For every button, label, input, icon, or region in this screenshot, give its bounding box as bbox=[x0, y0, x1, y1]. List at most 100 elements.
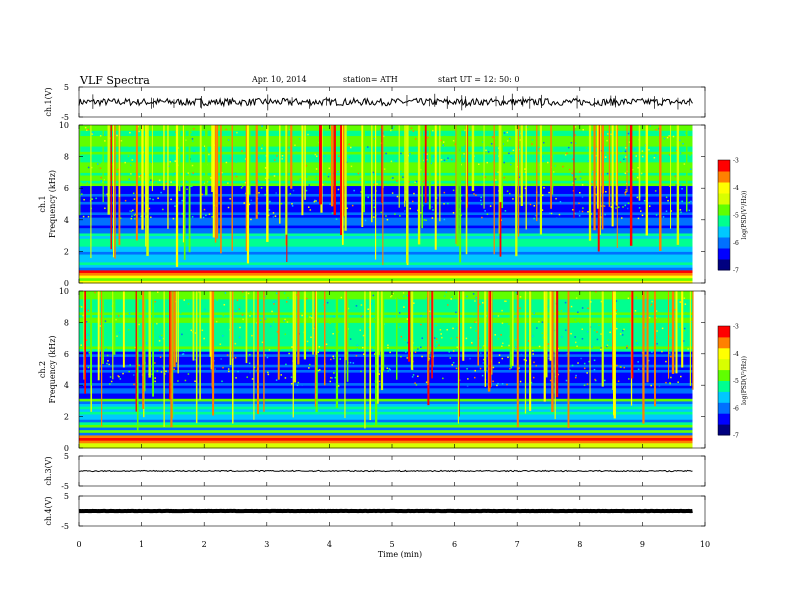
spectrogram-cell bbox=[519, 195, 521, 198]
spectrogram-cell bbox=[92, 131, 94, 134]
spectrogram-cell bbox=[258, 192, 260, 194]
spectrogram-cell bbox=[564, 154, 567, 156]
colorbar-cell bbox=[718, 429, 730, 433]
spectrogram-cell bbox=[456, 336, 458, 339]
spectrogram-cell bbox=[194, 380, 196, 382]
spectrogram-cell bbox=[202, 216, 205, 219]
spectrogram-cell bbox=[634, 310, 637, 312]
spectrogram-cell bbox=[105, 348, 108, 350]
spectrogram-cell bbox=[604, 379, 606, 382]
spectrogram-cell bbox=[202, 137, 205, 140]
spectrogram-cell bbox=[510, 155, 513, 158]
colorbar-cell bbox=[718, 209, 730, 213]
spectrogram-cell bbox=[160, 371, 163, 373]
spectrogram-cell bbox=[257, 212, 260, 214]
spectrogram-cell bbox=[272, 321, 275, 323]
spectrogram-cell bbox=[290, 382, 293, 385]
spectrogram-cell bbox=[131, 215, 133, 217]
spectrogram-cell bbox=[301, 384, 303, 386]
spectrogram-cell bbox=[519, 307, 521, 309]
spectrogram-cell bbox=[297, 381, 300, 384]
colorbar-cell bbox=[718, 355, 730, 360]
spectrogram-cell bbox=[576, 345, 578, 348]
spectrogram-cell bbox=[411, 142, 413, 144]
sferic-streak bbox=[90, 291, 92, 386]
spectrogram-cell bbox=[134, 346, 137, 349]
spectrogram-band bbox=[79, 169, 693, 173]
spectrogram-cell bbox=[108, 363, 110, 366]
spectrogram-cell bbox=[469, 357, 471, 360]
spectrogram-cell bbox=[269, 325, 272, 328]
sferic-streak bbox=[211, 125, 213, 193]
spectrogram-cell bbox=[398, 344, 401, 346]
spectrogram-cell bbox=[394, 173, 397, 175]
spectrogram-cell bbox=[250, 218, 252, 221]
spectrogram-cell bbox=[615, 327, 618, 330]
spectrogram-cell bbox=[586, 330, 589, 333]
spectrogram-cell bbox=[350, 146, 352, 149]
spectrogram-cell bbox=[287, 148, 290, 151]
spectrogram-cell bbox=[386, 367, 389, 369]
spectrogram-cell bbox=[509, 137, 511, 140]
spectrogram-cell bbox=[317, 351, 319, 353]
spectrogram-cell bbox=[401, 293, 403, 295]
spectrogram-cell bbox=[470, 139, 473, 142]
spectrogram-cell bbox=[637, 368, 640, 371]
sferic-streak bbox=[145, 125, 147, 247]
spectrogram-cell bbox=[627, 132, 630, 135]
spectrogram-cell bbox=[111, 305, 113, 307]
spectrogram-cell bbox=[238, 306, 241, 309]
spectrogram-cell bbox=[489, 205, 492, 207]
spectrogram-cell bbox=[677, 381, 679, 383]
spectrogram-cell bbox=[431, 182, 433, 185]
spectrogram-cell bbox=[248, 203, 251, 206]
spectrogram-cell bbox=[423, 153, 425, 155]
spectrogram-cell bbox=[665, 360, 667, 363]
spectrogram-cell bbox=[651, 129, 654, 131]
spectrogram-cell bbox=[663, 137, 666, 140]
spectrogram-cell bbox=[524, 187, 527, 190]
spectrogram-cell bbox=[355, 354, 358, 357]
colorbar-cell bbox=[718, 173, 730, 177]
spectrogram-cell bbox=[97, 163, 99, 165]
spectrogram-band bbox=[79, 190, 693, 194]
spectrogram-cell bbox=[654, 154, 657, 156]
y-tick-label: 2 bbox=[64, 247, 69, 256]
colorbar-cell bbox=[718, 226, 730, 230]
spectrogram-cell bbox=[531, 143, 533, 145]
y-axis-label: ch.3(V) bbox=[44, 456, 53, 485]
spectrogram-band bbox=[79, 387, 693, 391]
spectrogram-cell bbox=[406, 294, 409, 297]
spectrogram-cell bbox=[616, 321, 618, 323]
spectrogram-cell bbox=[617, 380, 620, 383]
spectrogram-cell bbox=[541, 194, 544, 197]
spectrogram-cell bbox=[672, 135, 675, 138]
sferic-streak bbox=[340, 125, 342, 236]
sferic-streak bbox=[363, 125, 365, 213]
spectrogram-cell bbox=[443, 135, 446, 138]
y-axis-label: ch.1 bbox=[38, 195, 47, 212]
sferic-streak bbox=[209, 291, 212, 357]
spectrogram-cell bbox=[604, 213, 606, 216]
spectrogram-cell bbox=[243, 202, 245, 204]
spectrogram-cell bbox=[691, 320, 693, 323]
spectrogram-cell bbox=[104, 320, 107, 322]
spectrogram-cell bbox=[678, 349, 681, 352]
spectrogram-cell bbox=[555, 217, 558, 219]
spectrogram-cell bbox=[671, 178, 673, 180]
spectrogram-cell bbox=[100, 180, 102, 182]
colorbar-tick-label: -3 bbox=[733, 158, 739, 165]
spectrogram-cell bbox=[110, 380, 113, 383]
sferic-streak bbox=[631, 291, 634, 379]
spectrogram-cell bbox=[264, 193, 266, 196]
spectrogram-cell bbox=[268, 209, 271, 211]
spectrogram-cell bbox=[376, 183, 378, 185]
spectrogram-cell bbox=[91, 198, 94, 200]
spectrogram-cell bbox=[438, 344, 440, 347]
spectrogram-cell bbox=[267, 371, 269, 374]
spectrogram-band bbox=[79, 340, 693, 344]
spectrogram-cell bbox=[538, 148, 541, 150]
spectrogram-cell bbox=[616, 364, 618, 367]
spectrogram-band bbox=[79, 437, 693, 441]
spectrogram-cell bbox=[565, 329, 567, 331]
